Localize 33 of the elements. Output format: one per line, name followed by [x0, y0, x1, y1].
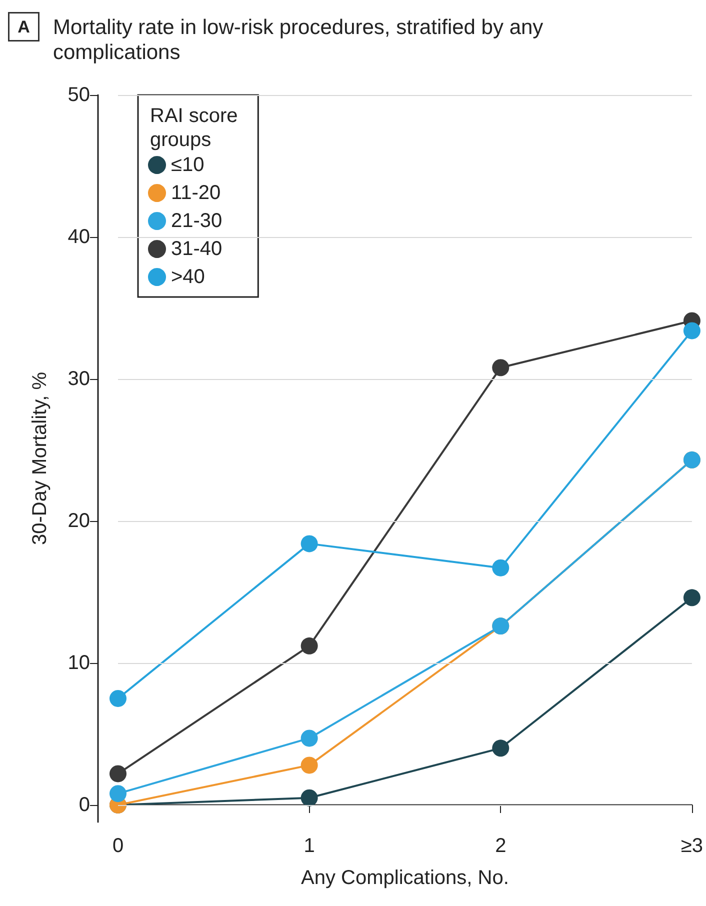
point [492, 559, 510, 576]
legend-title: RAI score groups [150, 105, 244, 151]
point [110, 765, 126, 782]
y-tick-label: 30 [68, 368, 90, 390]
y-tick-label: 10 [68, 652, 90, 674]
text: A [18, 17, 30, 36]
x-tick-label: 1 [304, 835, 315, 857]
point [110, 690, 126, 707]
legend-label: 31-40 [171, 238, 222, 260]
y-tick-label: 0 [78, 794, 90, 816]
legend-label: 21-30 [171, 210, 222, 232]
point [300, 730, 318, 747]
y-tick-label: 40 [68, 226, 90, 248]
legend-label: >40 [171, 266, 205, 288]
legend-label: 11-20 [171, 182, 221, 204]
y-axis-title: 30-Day Mortality, % [29, 372, 51, 546]
point [300, 789, 318, 806]
chart-title: Mortality rate in low-risk procedures, stratified by any complications [53, 16, 550, 64]
x-tick-label: 2 [495, 835, 506, 857]
legend-label: ≤10 [171, 154, 204, 176]
point [300, 535, 318, 552]
y-tick-label: 50 [68, 84, 90, 106]
point [300, 637, 318, 654]
point [683, 322, 700, 340]
point [492, 740, 510, 757]
x-axis-title: Any Complications, No. [301, 867, 509, 889]
point [683, 589, 700, 606]
point [300, 756, 318, 774]
x-tick-label: ≥3 [680, 835, 704, 857]
point [492, 359, 510, 376]
x-tick-label: 0 [112, 835, 124, 857]
point [110, 785, 126, 802]
y-tick-label: 20 [68, 510, 90, 532]
